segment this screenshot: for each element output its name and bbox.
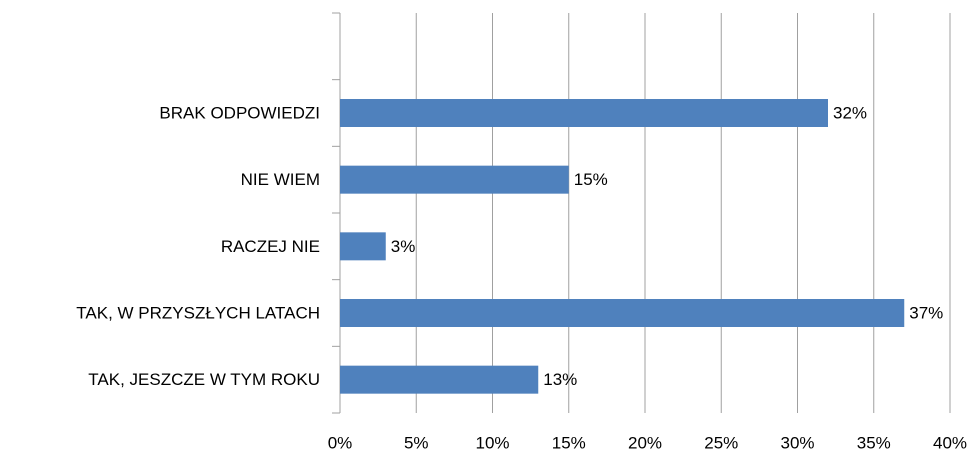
bar	[340, 99, 828, 127]
x-tick-label: 25%	[704, 433, 738, 452]
data-label: 15%	[574, 170, 608, 189]
data-label: 32%	[833, 103, 867, 122]
x-tick-label: 20%	[628, 433, 662, 452]
bar	[340, 165, 569, 194]
y-tick-label: NIE WIEM	[241, 170, 320, 189]
y-tick-label: RACZEJ NIE	[221, 237, 320, 256]
x-tick-label: 35%	[857, 433, 891, 452]
data-label: 13%	[543, 370, 577, 389]
y-tick-label: TAK, W PRZYSZŁYCH LATACH	[76, 303, 320, 322]
y-tick-label: TAK, JESZCZE W TYM ROKU	[88, 370, 320, 389]
bar	[340, 232, 386, 261]
x-tick-label: 10%	[475, 433, 509, 452]
data-label: 3%	[391, 237, 416, 256]
bar	[340, 365, 539, 394]
y-tick-label: BRAK ODPOWIEDZI	[159, 103, 320, 122]
data-label: 37%	[909, 303, 943, 322]
x-tick-label: 0%	[328, 433, 353, 452]
bar	[340, 299, 905, 327]
x-tick-label: 15%	[552, 433, 586, 452]
x-tick-label: 40%	[933, 433, 967, 452]
x-tick-label: 30%	[780, 433, 814, 452]
x-tick-label: 5%	[404, 433, 429, 452]
